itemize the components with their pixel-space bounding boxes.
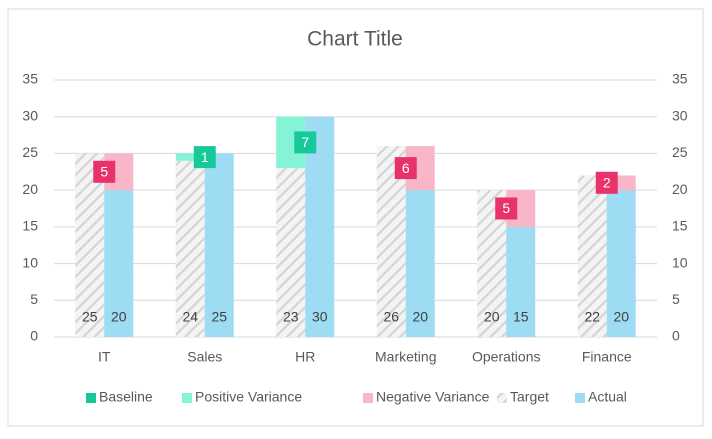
- value-label: 5: [100, 163, 108, 179]
- y-tick-label: 10: [22, 254, 38, 270]
- value-label: 5: [502, 200, 510, 216]
- value-label: 30: [312, 309, 328, 325]
- value-label-box: [193, 146, 216, 169]
- value-label: 6: [402, 160, 410, 176]
- value-label: 24: [182, 309, 198, 325]
- bar: [577, 175, 607, 337]
- y2-tick-label: 30: [672, 107, 688, 123]
- bar: [75, 153, 105, 337]
- x-tick-label: Sales: [187, 349, 222, 365]
- bar: [276, 168, 306, 337]
- value-label: 20: [412, 309, 428, 325]
- y2-tick-label: 20: [672, 181, 688, 197]
- value-label-box: [294, 131, 317, 154]
- bar: [175, 160, 205, 337]
- value-label-box: [93, 160, 116, 183]
- legend-label: Positive Variance: [195, 389, 302, 405]
- value-label: 22: [584, 309, 600, 325]
- y2-tick-label: 5: [672, 291, 680, 307]
- value-label: 7: [301, 134, 309, 150]
- legend-marker: [86, 393, 96, 403]
- value-label: 25: [211, 309, 227, 325]
- chart-title: Chart Title: [307, 28, 403, 51]
- x-tick-label: Operations: [472, 349, 540, 365]
- value-label: 20: [484, 309, 500, 325]
- y2-tick-label: 0: [672, 328, 680, 344]
- y-tick-label: 35: [22, 71, 38, 87]
- value-label: 15: [513, 309, 529, 325]
- value-label-box: [495, 197, 518, 220]
- legend-label: Negative Variance: [376, 389, 490, 405]
- value-label-box: [394, 157, 417, 180]
- value-label: 23: [283, 309, 299, 325]
- value-label-box: [595, 171, 618, 194]
- bar: [175, 153, 205, 161]
- y-tick-label: 25: [22, 144, 38, 160]
- bar: [506, 226, 536, 337]
- y2-tick-label: 15: [672, 218, 688, 234]
- x-tick-label: IT: [98, 349, 111, 365]
- legend-label: Actual: [588, 389, 627, 405]
- y-tick-label: 20: [22, 181, 38, 197]
- legend-label: Target: [510, 389, 549, 405]
- legend-marker: [497, 393, 507, 403]
- legend-label: Baseline: [99, 389, 153, 405]
- x-tick-label: Marketing: [375, 349, 436, 365]
- y2-tick-label: 25: [672, 144, 688, 160]
- legend-marker: [575, 393, 585, 403]
- x-tick-label: Finance: [582, 349, 632, 365]
- legend-marker: [182, 393, 192, 403]
- bar: [305, 116, 335, 337]
- value-label: 2: [603, 175, 611, 191]
- y2-tick-label: 35: [672, 71, 688, 87]
- bar: [104, 190, 134, 337]
- value-label: 20: [111, 309, 127, 325]
- x-tick-label: HR: [295, 349, 315, 365]
- y-tick-label: 30: [22, 107, 38, 123]
- y-tick-label: 15: [22, 218, 38, 234]
- legend-marker: [363, 393, 373, 403]
- bar: [606, 190, 636, 337]
- y-tick-label: 0: [30, 328, 38, 344]
- bar: [204, 153, 234, 337]
- value-label: 1: [201, 149, 209, 165]
- value-label: 26: [383, 309, 399, 325]
- y2-tick-label: 10: [672, 254, 688, 270]
- value-label: 20: [613, 309, 629, 325]
- value-label: 25: [82, 309, 98, 325]
- y-tick-label: 5: [30, 291, 38, 307]
- bar: [405, 190, 435, 337]
